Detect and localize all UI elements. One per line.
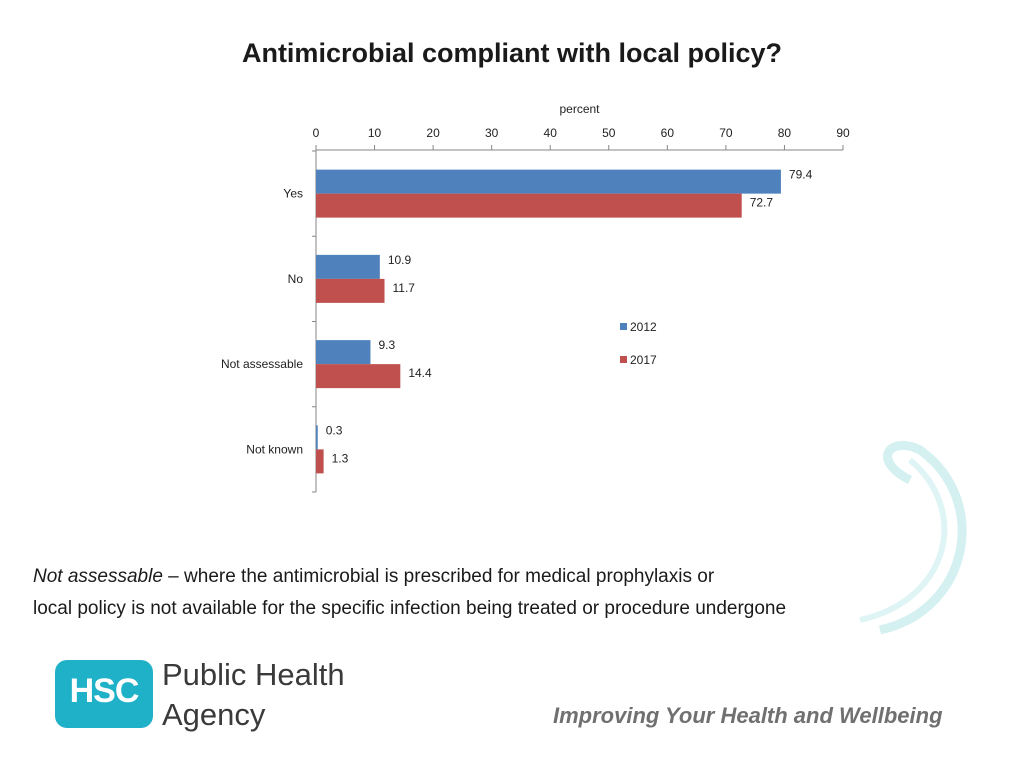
swirl-decoration (859, 441, 967, 635)
x-axis-title: percent (559, 102, 600, 116)
hsc-logo-text: HSC (69, 672, 140, 710)
data-label-2017: 72.7 (750, 196, 774, 210)
bar-2017 (316, 278, 385, 303)
chart-title: Antimicrobial compliant with local polic… (241, 38, 783, 68)
data-label-2017: 1.3 (332, 451, 349, 465)
bar-2012 (316, 340, 371, 365)
category-label: Not assessable (221, 357, 303, 371)
data-label-2012: 79.4 (789, 168, 813, 182)
bar-2017 (316, 364, 401, 389)
bar-2012 (316, 169, 781, 194)
x-tick-label: 60 (661, 126, 675, 140)
x-tick-label: 10 (368, 126, 382, 140)
data-label-2012: 9.3 (378, 338, 395, 352)
bar-2017 (316, 193, 742, 218)
data-label-2012: 0.3 (326, 423, 343, 437)
x-tick-label: 70 (719, 126, 733, 140)
x-tick-label: 0 (313, 126, 320, 140)
legend-label-2017: 2017 (630, 353, 657, 367)
data-label-2017: 11.7 (393, 281, 416, 295)
category-label: No (288, 272, 304, 286)
x-tick-label: 30 (485, 126, 499, 140)
bar-chart: percent 0 10 20 30 40 50 60 70 80 90 Yes 79.4 72.7 No 1… (221, 102, 850, 493)
x-tick-label: 20 (426, 126, 440, 140)
bar-2017 (316, 449, 324, 474)
x-tick-label: 40 (544, 126, 558, 140)
x-tick-label: 80 (778, 126, 792, 140)
x-tick-label: 50 (602, 126, 616, 140)
legend-swatch-2017 (620, 356, 627, 363)
bar-2012 (316, 425, 318, 450)
footnote-line-2: local policy is not available for the sp… (33, 598, 787, 619)
legend-label-2012: 2012 (630, 320, 657, 334)
footnote-definition: – where the antimicrobial is prescribed … (162, 566, 715, 587)
tagline: Improving Your Health and Wellbeing (553, 703, 943, 728)
footnote-line-1: Not assessable – where the antimicrobial… (33, 566, 714, 588)
org-name-line-2: Agency (162, 697, 266, 732)
bar-2012 (316, 254, 380, 279)
category-label: Yes (283, 187, 303, 201)
legend-swatch-2012 (620, 323, 627, 330)
x-tick-label: 90 (836, 126, 850, 140)
data-label-2012: 10.9 (388, 253, 412, 267)
hsc-logo: HSC (55, 660, 153, 728)
org-name-line-1: Public Health (162, 657, 345, 692)
category-label: Not known (246, 442, 303, 456)
data-label-2017: 14.4 (408, 366, 432, 380)
footnote-term: Not assessable (33, 566, 163, 587)
